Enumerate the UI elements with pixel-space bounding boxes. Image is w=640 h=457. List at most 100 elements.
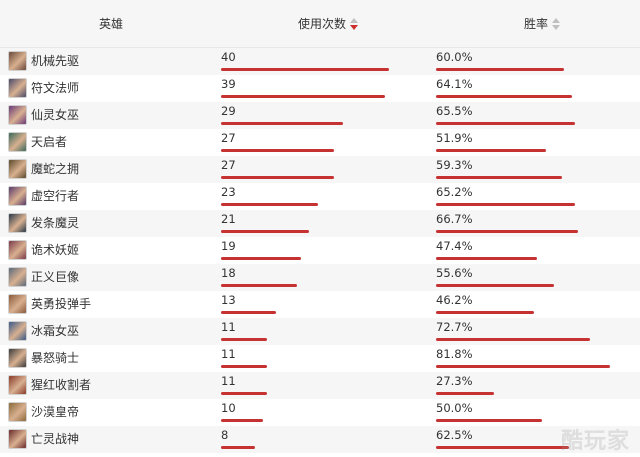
- hero-name: 魔蛇之拥: [31, 162, 80, 176]
- column-header-uses-label[interactable]: 使用次数: [298, 17, 347, 31]
- winrate-bar: [436, 392, 494, 395]
- winrate-value: 66.7%: [436, 212, 473, 226]
- hero-name: 机械先驱: [31, 54, 80, 68]
- uses-value: 40: [221, 50, 236, 64]
- hero-avatar-icon: [8, 186, 27, 206]
- uses-bar: [221, 122, 343, 125]
- hero-avatar-icon: [8, 402, 27, 422]
- winrate-bar: [436, 446, 569, 449]
- winrate-bar: [436, 338, 590, 341]
- uses-value: 29: [221, 104, 236, 118]
- table-row: 暴怒骑士 11 81.8%: [0, 345, 640, 372]
- winrate-value: 55.6%: [436, 266, 473, 280]
- table-row: 正义巨像 18 55.6%: [0, 264, 640, 291]
- uses-value: 11: [221, 320, 236, 334]
- hero-avatar-icon: [8, 105, 27, 125]
- table-row: 诡术妖姬 19 47.4%: [0, 237, 640, 264]
- uses-bar: [221, 203, 318, 206]
- winrate-bar: [436, 230, 578, 233]
- winrate-bar: [436, 257, 537, 260]
- winrate-value: 50.0%: [436, 401, 473, 415]
- uses-bar: [221, 149, 334, 152]
- hero-avatar-icon: [8, 321, 27, 341]
- uses-bar: [221, 230, 309, 233]
- winrate-value: 65.5%: [436, 104, 473, 118]
- winrate-bar: [436, 149, 546, 152]
- column-header-uses[interactable]: 使用次数: [298, 0, 359, 48]
- winrate-value: 51.9%: [436, 131, 473, 145]
- uses-value: 21: [221, 212, 236, 226]
- winrate-bar: [436, 284, 554, 287]
- hero-avatar-icon: [8, 51, 27, 71]
- hero-avatar-icon: [8, 267, 27, 287]
- hero-name: 英勇投弹手: [31, 297, 92, 311]
- uses-bar: [221, 311, 276, 314]
- hero-avatar-icon: [8, 240, 27, 260]
- hero-avatar-icon: [8, 429, 27, 449]
- hero-name: 符文法师: [31, 81, 80, 95]
- table-row: 沙漠皇帝 10 50.0%: [0, 399, 640, 426]
- table-row: 猩红收割者 11 27.3%: [0, 372, 640, 399]
- table-header: 英雄 使用次数 胜率: [0, 0, 640, 48]
- hero-name: 仙灵女巫: [31, 108, 80, 122]
- uses-bar: [221, 392, 267, 395]
- hero-name: 发条魔灵: [31, 216, 80, 230]
- winrate-value: 62.5%: [436, 428, 473, 442]
- uses-value: 10: [221, 401, 236, 415]
- table-row: 魔蛇之拥 27 59.3%: [0, 156, 640, 183]
- sort-icon[interactable]: [552, 17, 561, 30]
- table-row: 发条魔灵 21 66.7%: [0, 210, 640, 237]
- uses-bar: [221, 68, 389, 71]
- winrate-bar: [436, 95, 572, 98]
- table-row: 英勇投弹手 13 46.2%: [0, 291, 640, 318]
- uses-value: 27: [221, 158, 236, 172]
- winrate-value: 60.0%: [436, 50, 473, 64]
- hero-name: 暴怒骑士: [31, 351, 80, 365]
- hero-avatar-icon: [8, 159, 27, 179]
- winrate-bar: [436, 176, 562, 179]
- hero-name: 天启者: [31, 135, 68, 149]
- uses-bar: [221, 365, 267, 368]
- watermark: 酷玩家: [560, 429, 630, 454]
- uses-value: 19: [221, 239, 236, 253]
- table-row: 符文法师 39 64.1%: [0, 75, 640, 102]
- table-row: 虚空行者 23 65.2%: [0, 183, 640, 210]
- uses-bar: [221, 284, 297, 287]
- hero-name: 沙漠皇帝: [31, 405, 80, 419]
- uses-bar: [221, 95, 385, 98]
- hero-name: 冰霜女巫: [31, 324, 80, 338]
- hero-name: 诡术妖姬: [31, 243, 80, 257]
- winrate-bar: [436, 68, 564, 71]
- winrate-value: 27.3%: [436, 374, 473, 388]
- winrate-value: 47.4%: [436, 239, 473, 253]
- winrate-value: 72.7%: [436, 320, 473, 334]
- winrate-bar: [436, 122, 575, 125]
- uses-bar: [221, 419, 263, 422]
- table-row: 亡灵战神 8 62.5%: [0, 426, 640, 453]
- uses-bar: [221, 257, 301, 260]
- hero-name: 猩红收割者: [31, 378, 92, 392]
- uses-value: 39: [221, 77, 236, 91]
- winrate-bar: [436, 365, 610, 368]
- sort-desc-icon[interactable]: [350, 17, 359, 30]
- uses-value: 11: [221, 374, 236, 388]
- uses-value: 13: [221, 293, 236, 307]
- table-row: 冰霜女巫 11 72.7%: [0, 318, 640, 345]
- uses-bar: [221, 338, 267, 341]
- uses-bar: [221, 446, 255, 449]
- winrate-value: 64.1%: [436, 77, 473, 91]
- column-header-winrate[interactable]: 胜率: [524, 0, 561, 48]
- table-row: 天启者 27 51.9%: [0, 129, 640, 156]
- winrate-bar: [436, 203, 575, 206]
- winrate-value: 46.2%: [436, 293, 473, 307]
- winrate-bar: [436, 419, 542, 422]
- hero-name: 亡灵战神: [31, 432, 80, 446]
- hero-avatar-icon: [8, 294, 27, 314]
- hero-avatar-icon: [8, 348, 27, 368]
- column-header-hero: 英雄: [99, 17, 124, 31]
- table-row: 机械先驱 40 60.0%: [0, 48, 640, 75]
- uses-value: 11: [221, 347, 236, 361]
- uses-value: 18: [221, 266, 236, 280]
- hero-avatar-icon: [8, 132, 27, 152]
- column-header-winrate-label[interactable]: 胜率: [524, 17, 549, 31]
